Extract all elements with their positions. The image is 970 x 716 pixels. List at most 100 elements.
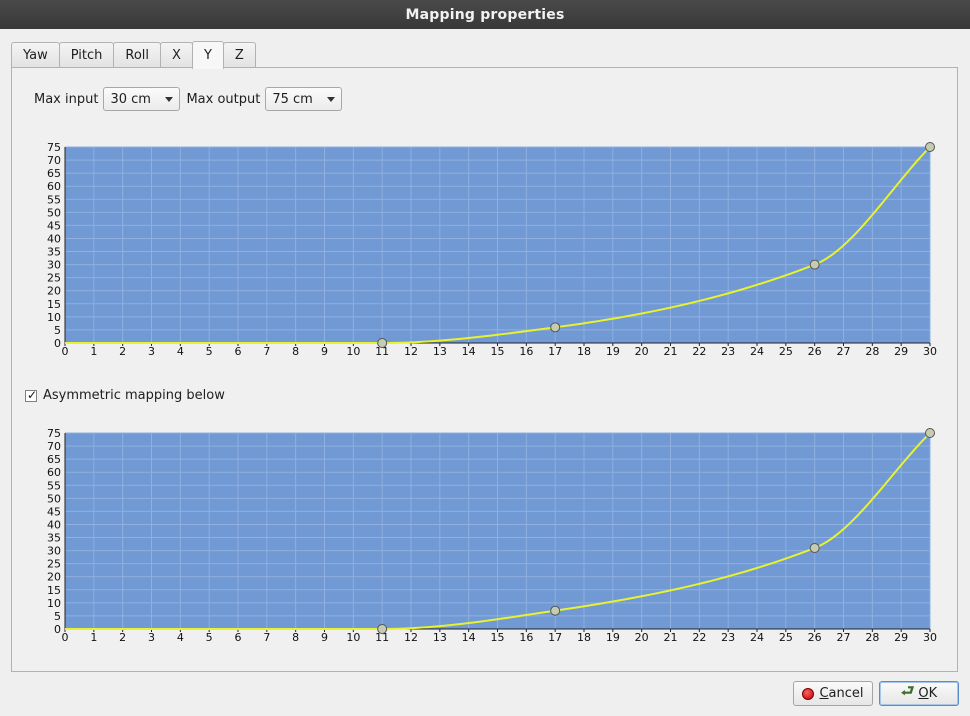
max-input-select[interactable]: 30 cm — [103, 87, 181, 111]
x-tick-label: 13 — [433, 631, 447, 644]
max-output-select[interactable]: 75 cm — [265, 87, 343, 111]
y-tick-label: 0 — [54, 623, 61, 636]
y-tick-label: 45 — [47, 219, 61, 232]
tab-yaw[interactable]: Yaw — [11, 42, 60, 68]
y-tick-label: 15 — [47, 584, 61, 597]
asymmetric-row: ✓ Asymmetric mapping below — [25, 388, 225, 403]
max-input-label: Max input — [34, 91, 99, 107]
x-tick-label: 13 — [433, 345, 447, 358]
y-tick-label: 55 — [47, 479, 61, 492]
ok-label: K — [928, 686, 938, 701]
chevron-down-icon — [327, 97, 336, 102]
x-tick-label: 22 — [692, 345, 706, 358]
x-tick-label: 4 — [177, 345, 184, 358]
max-settings-row: Max input 30 cm Max output 75 cm — [34, 87, 343, 111]
tab-y[interactable]: Y — [191, 41, 224, 69]
x-tick-label: 8 — [292, 631, 299, 644]
y-tick-label: 60 — [47, 180, 61, 193]
x-tick-label: 25 — [779, 345, 793, 358]
x-tick-label: 1 — [90, 631, 97, 644]
y-tick-label: 65 — [47, 167, 61, 180]
x-tick-label: 5 — [206, 345, 213, 358]
x-tick-label: 10 — [346, 631, 360, 644]
x-tick-label: 9 — [321, 345, 328, 358]
ok-arrow-icon: ⮐ — [900, 682, 915, 700]
tab-x[interactable]: X — [160, 42, 193, 68]
x-tick-label: 19 — [606, 345, 620, 358]
x-tick-label: 25 — [779, 631, 793, 644]
y-tick-label: 75 — [47, 427, 61, 440]
x-tick-label: 29 — [894, 345, 908, 358]
y-tick-label: 55 — [47, 193, 61, 206]
x-tick-label: 7 — [263, 345, 270, 358]
window-titlebar: Mapping properties — [0, 0, 970, 29]
tab-z[interactable]: Z — [222, 42, 256, 68]
y-tick-label: 30 — [47, 259, 61, 272]
asymmetric-checkbox[interactable]: ✓ — [25, 388, 37, 402]
y-tick-label: 25 — [47, 558, 61, 571]
x-tick-label: 14 — [462, 345, 476, 358]
x-tick-label: 4 — [177, 631, 184, 644]
y-tick-label: 35 — [47, 532, 61, 545]
x-tick-label: 14 — [462, 631, 476, 644]
x-tick-label: 12 — [404, 631, 418, 644]
x-tick-label: 6 — [235, 631, 242, 644]
x-tick-label: 26 — [808, 345, 822, 358]
x-tick-label: 24 — [750, 631, 764, 644]
x-tick-label: 27 — [837, 345, 851, 358]
x-tick-label: 3 — [148, 631, 155, 644]
x-tick-label: 30 — [923, 345, 937, 358]
control-point[interactable] — [809, 542, 820, 553]
control-point[interactable] — [925, 142, 935, 152]
x-tick-label: 6 — [235, 345, 242, 358]
x-tick-label: 23 — [721, 345, 735, 358]
x-tick-label: 28 — [865, 345, 879, 358]
y-tick-label: 40 — [47, 518, 61, 531]
x-tick-label: 18 — [577, 631, 591, 644]
x-tick-label: 27 — [837, 631, 851, 644]
y-tick-label: 35 — [47, 246, 61, 259]
tab-roll[interactable]: Roll — [113, 42, 162, 68]
max-input-value: 30 cm — [110, 91, 151, 107]
x-tick-label: 10 — [346, 345, 360, 358]
x-tick-label: 0 — [62, 631, 69, 644]
mapping-chart-lower[interactable]: 0 1 2 3 4 5 6 7 8 9 10 11 12 13 14 15 16 17 18 19 20 21 22 23 24… — [47, 427, 937, 644]
tab-bar: Yaw Pitch Roll X Y Z — [11, 41, 256, 69]
y-tick-label: 70 — [47, 154, 61, 167]
x-tick-label: 17 — [548, 631, 562, 644]
x-tick-label: 9 — [321, 631, 328, 644]
control-point[interactable] — [809, 259, 820, 270]
y-tick-label: 70 — [47, 440, 61, 453]
y-tick-label: 5 — [54, 324, 61, 337]
x-tick-label: 28 — [865, 631, 879, 644]
control-point[interactable] — [377, 624, 388, 634]
y-tick-label: 25 — [47, 272, 61, 285]
x-tick-label: 17 — [548, 345, 562, 358]
x-tick-label: 2 — [119, 345, 126, 358]
x-tick-label: 26 — [808, 631, 822, 644]
control-point[interactable] — [550, 605, 561, 616]
x-tick-label: 18 — [577, 345, 591, 358]
control-point[interactable] — [377, 338, 388, 348]
cancel-label: ancel — [828, 686, 864, 701]
x-tick-label: 7 — [263, 631, 270, 644]
ok-mnemonic: O — [918, 686, 929, 701]
control-point[interactable] — [550, 322, 561, 333]
y-tick-label: 75 — [47, 141, 61, 154]
x-tick-label: 11 — [375, 345, 389, 358]
y-tick-label: 60 — [47, 466, 61, 479]
x-tick-label: 2 — [119, 631, 126, 644]
x-tick-label: 29 — [894, 631, 908, 644]
x-tick-label: 0 — [62, 345, 69, 358]
x-tick-label: 19 — [606, 631, 620, 644]
x-tick-label: 11 — [375, 631, 389, 644]
mapping-chart-upper[interactable]: 0 1 2 3 4 5 6 7 8 9 10 11 12 13 14 15 16 17 18 19 20 21 22 23 24… — [47, 141, 937, 358]
control-point[interactable] — [925, 428, 935, 438]
cancel-icon — [802, 687, 815, 700]
x-tick-label: 12 — [404, 345, 418, 358]
x-tick-label: 23 — [721, 631, 735, 644]
y-tick-label: 30 — [47, 545, 61, 558]
